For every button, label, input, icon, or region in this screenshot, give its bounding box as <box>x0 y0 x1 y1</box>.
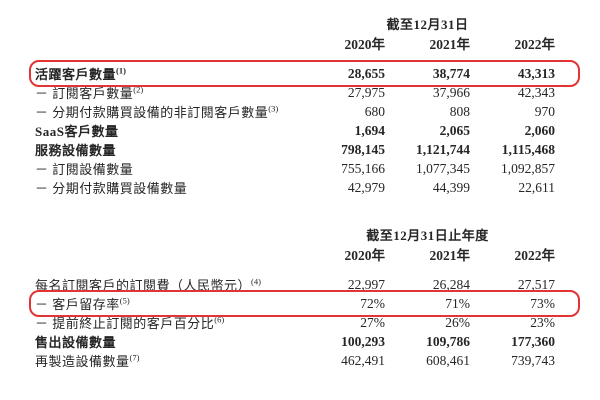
row-label-text: － 客戶留存率 <box>35 297 120 312</box>
value-2022: 23% <box>530 314 555 330</box>
row-label-text: － 提前終止訂閱的客戶百分比 <box>35 316 215 331</box>
value-2021: 38,774 <box>432 65 470 81</box>
table-rows: 活躍客戶數量(1) 28,655 38,774 43,313 － 訂閱客戶數量(2) 27… <box>29 60 580 197</box>
value-2020: 462,491 <box>341 352 385 368</box>
row-label-text: 每名訂閱客戶的訂閱費（人民幣元） <box>35 278 252 293</box>
table-rows: 每名訂閱客戶的訂閱費（人民幣元）(4) 22,997 26,284 27,517 － 客… <box>29 275 580 370</box>
row-label: － 分期付款購買設備數量 <box>35 178 300 197</box>
table-row: － 訂閱客戶數量(2) 27,975 37,966 42,343 <box>35 83 555 102</box>
value-2021: 71% <box>445 295 470 311</box>
value-2021: 2,065 <box>439 122 470 138</box>
row-label: SaaS客戶數量 <box>35 121 300 140</box>
value-2022: 22,611 <box>518 179 555 195</box>
value-2021: 109,786 <box>426 333 470 349</box>
table-row: 售出設備數量 100,293 109,786 177,360 <box>35 332 555 351</box>
value-2021: 26,284 <box>432 276 470 292</box>
value-2022: 970 <box>534 103 555 119</box>
table-row: － 分期付款購買設備數量 42,979 44,399 22,611 <box>35 178 555 197</box>
table-row: － 客戶留存率(5) 72% 71% 73% <box>29 290 580 317</box>
row-label: 每名訂閱客戶的訂閱費（人民幣元）(4) <box>35 275 300 294</box>
value-2022: 739,743 <box>511 352 555 368</box>
row-label: 再製造設備數量(7) <box>35 351 300 370</box>
value-2020: 1,694 <box>354 122 385 138</box>
value-2020: 22,997 <box>347 276 385 292</box>
value-2021: 37,966 <box>432 84 470 100</box>
footnote-marker: (1) <box>116 65 126 76</box>
row-label-text: 服務設備數量 <box>35 143 117 158</box>
year-header-row: 2020年 2021年 2022年 <box>35 244 556 263</box>
value-2020: 755,166 <box>341 160 385 176</box>
table-section-2: 截至12月31日止年度 2020年 2021年 2022年每名訂閱客戶的訂閱費（人民幣… <box>0 225 600 370</box>
footnote-marker: (4) <box>251 276 261 287</box>
row-label-text: － 訂閱客戶數量 <box>35 86 134 101</box>
value-2022: 1,115,468 <box>501 141 555 157</box>
value-2022: 73% <box>530 295 555 311</box>
value-2022: 177,360 <box>511 333 555 349</box>
row-label: － 訂閱設備數量 <box>35 159 300 178</box>
year-label-2020: 2020年 <box>344 36 386 52</box>
table-row: － 訂閱設備數量 755,166 1,077,345 1,092,857 <box>35 159 555 178</box>
row-label: － 提前終止訂閱的客戶百分比(6) <box>35 313 300 332</box>
year-label-2022: 2022年 <box>514 36 556 52</box>
period-header: 截至12月31日止年度 <box>366 228 489 243</box>
period-header-row: 截至12月31日 <box>35 14 555 33</box>
table-section-1: 截至12月31日 2020年 2021年 2022年活躍客戶數量(1) 28,655 38… <box>0 14 600 197</box>
value-2022: 1,092,857 <box>501 160 555 176</box>
year-label-2022: 2022年 <box>514 247 556 263</box>
value-2021: 26% <box>445 314 470 330</box>
footnote-marker: (3) <box>268 103 279 114</box>
value-2020: 798,145 <box>341 141 385 157</box>
value-2022: 43,313 <box>517 65 555 81</box>
table-row: SaaS客戶數量 1,694 2,065 2,060 <box>35 121 555 140</box>
year-label-2021: 2021年 <box>429 247 471 263</box>
period-header-row: 截至12月31日止年度 <box>35 225 555 244</box>
table-row: － 分期付款購買設備的非訂閱客戶數量(3) 680 808 970 <box>35 102 555 121</box>
row-label-text: － 分期付款購買設備數量 <box>35 181 188 196</box>
financial-metrics-tables: 截至12月31日 2020年 2021年 2022年 活躍客戶數量(1) 28,655 38… <box>0 14 600 370</box>
year-label-2020: 2020年 <box>344 247 386 263</box>
value-2020: 27,975 <box>347 84 385 100</box>
row-label: 服務設備數量 <box>35 140 300 159</box>
value-2022: 42,343 <box>517 84 555 100</box>
value-2020: 28,655 <box>347 65 385 81</box>
row-label-text: 再製造設備數量 <box>35 354 130 369</box>
row-label-text: 售出設備數量 <box>35 335 117 350</box>
row-label-text: － 分期付款購買設備的非訂閱客戶數量 <box>35 105 269 120</box>
table-row: 服務設備數量 798,145 1,121,744 1,115,468 <box>35 140 555 159</box>
table-row: 每名訂閱客戶的訂閱費（人民幣元）(4) 22,997 26,284 27,517 <box>35 275 555 294</box>
row-label-text: － 訂閱設備數量 <box>35 162 134 177</box>
value-2022: 27,517 <box>517 276 555 292</box>
footnote-marker: (6) <box>214 314 225 325</box>
row-label: 售出設備數量 <box>35 332 300 351</box>
value-2021: 808 <box>449 103 470 119</box>
value-2021: 1,077,345 <box>416 160 470 176</box>
year-header-row: 2020年 2021年 2022年 <box>35 33 556 52</box>
row-label: － 訂閱客戶數量(2) <box>35 83 300 102</box>
footnote-marker: (7) <box>129 352 140 363</box>
value-2020: 100,293 <box>341 333 385 349</box>
year-label-2021: 2021年 <box>429 36 471 52</box>
value-2020: 680 <box>364 103 385 119</box>
value-2021: 608,461 <box>426 352 470 368</box>
value-2022: 2,060 <box>524 122 555 138</box>
footnote-marker: (5) <box>119 295 130 306</box>
table-row: 活躍客戶數量(1) 28,655 38,774 43,313 <box>29 60 580 87</box>
table-row: － 提前終止訂閱的客戶百分比(6) 27% 26% 23% <box>35 313 555 332</box>
table-row: 再製造設備數量(7) 462,491 608,461 739,743 <box>35 351 555 370</box>
row-label: － 客戶留存率(5) <box>35 294 300 313</box>
row-label-text: 活躍客戶數量 <box>35 67 117 82</box>
value-2021: 44,399 <box>432 179 470 195</box>
period-header: 截至12月31日 <box>386 17 469 32</box>
row-label: 活躍客戶數量(1) <box>35 64 300 83</box>
value-2020: 42,979 <box>347 179 385 195</box>
row-label: － 分期付款購買設備的非訂閱客戶數量(3) <box>35 102 300 121</box>
value-2021: 1,121,744 <box>416 141 470 157</box>
footnote-marker: (2) <box>133 84 144 95</box>
value-2020: 72% <box>360 295 385 311</box>
row-label-text: SaaS客戶數量 <box>35 124 119 139</box>
value-2020: 27% <box>360 314 385 330</box>
